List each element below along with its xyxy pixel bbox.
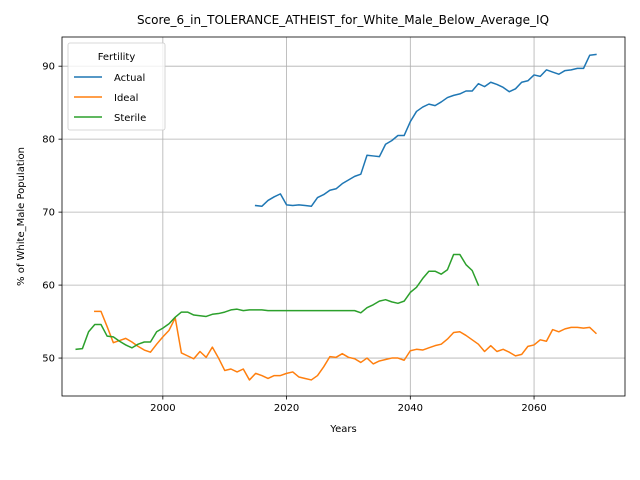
x-tick-label: 2000: [150, 403, 175, 414]
legend-title: Fertility: [98, 52, 136, 63]
legend: Fertility Actual Ideal Sterile: [68, 43, 165, 130]
y-tick-label: 60: [42, 281, 55, 292]
x-tick-label: 2020: [274, 403, 299, 414]
y-tick-label: 70: [42, 208, 55, 219]
x-axis-label: Years: [329, 424, 356, 435]
y-tick-label: 80: [42, 135, 55, 146]
chart-title: Score_6_in_TOLERANCE_ATHEIST_for_White_M…: [137, 13, 549, 27]
legend-label-sterile: Sterile: [114, 113, 146, 124]
legend-label-actual: Actual: [114, 73, 145, 84]
x-tick-label: 2060: [521, 403, 546, 414]
x-tick-label: 2040: [398, 403, 423, 414]
legend-label-ideal: Ideal: [114, 93, 138, 104]
y-tick-label: 50: [42, 354, 55, 365]
y-axis-label: % of White_Male Population: [16, 147, 27, 286]
y-tick-label: 90: [42, 62, 55, 73]
